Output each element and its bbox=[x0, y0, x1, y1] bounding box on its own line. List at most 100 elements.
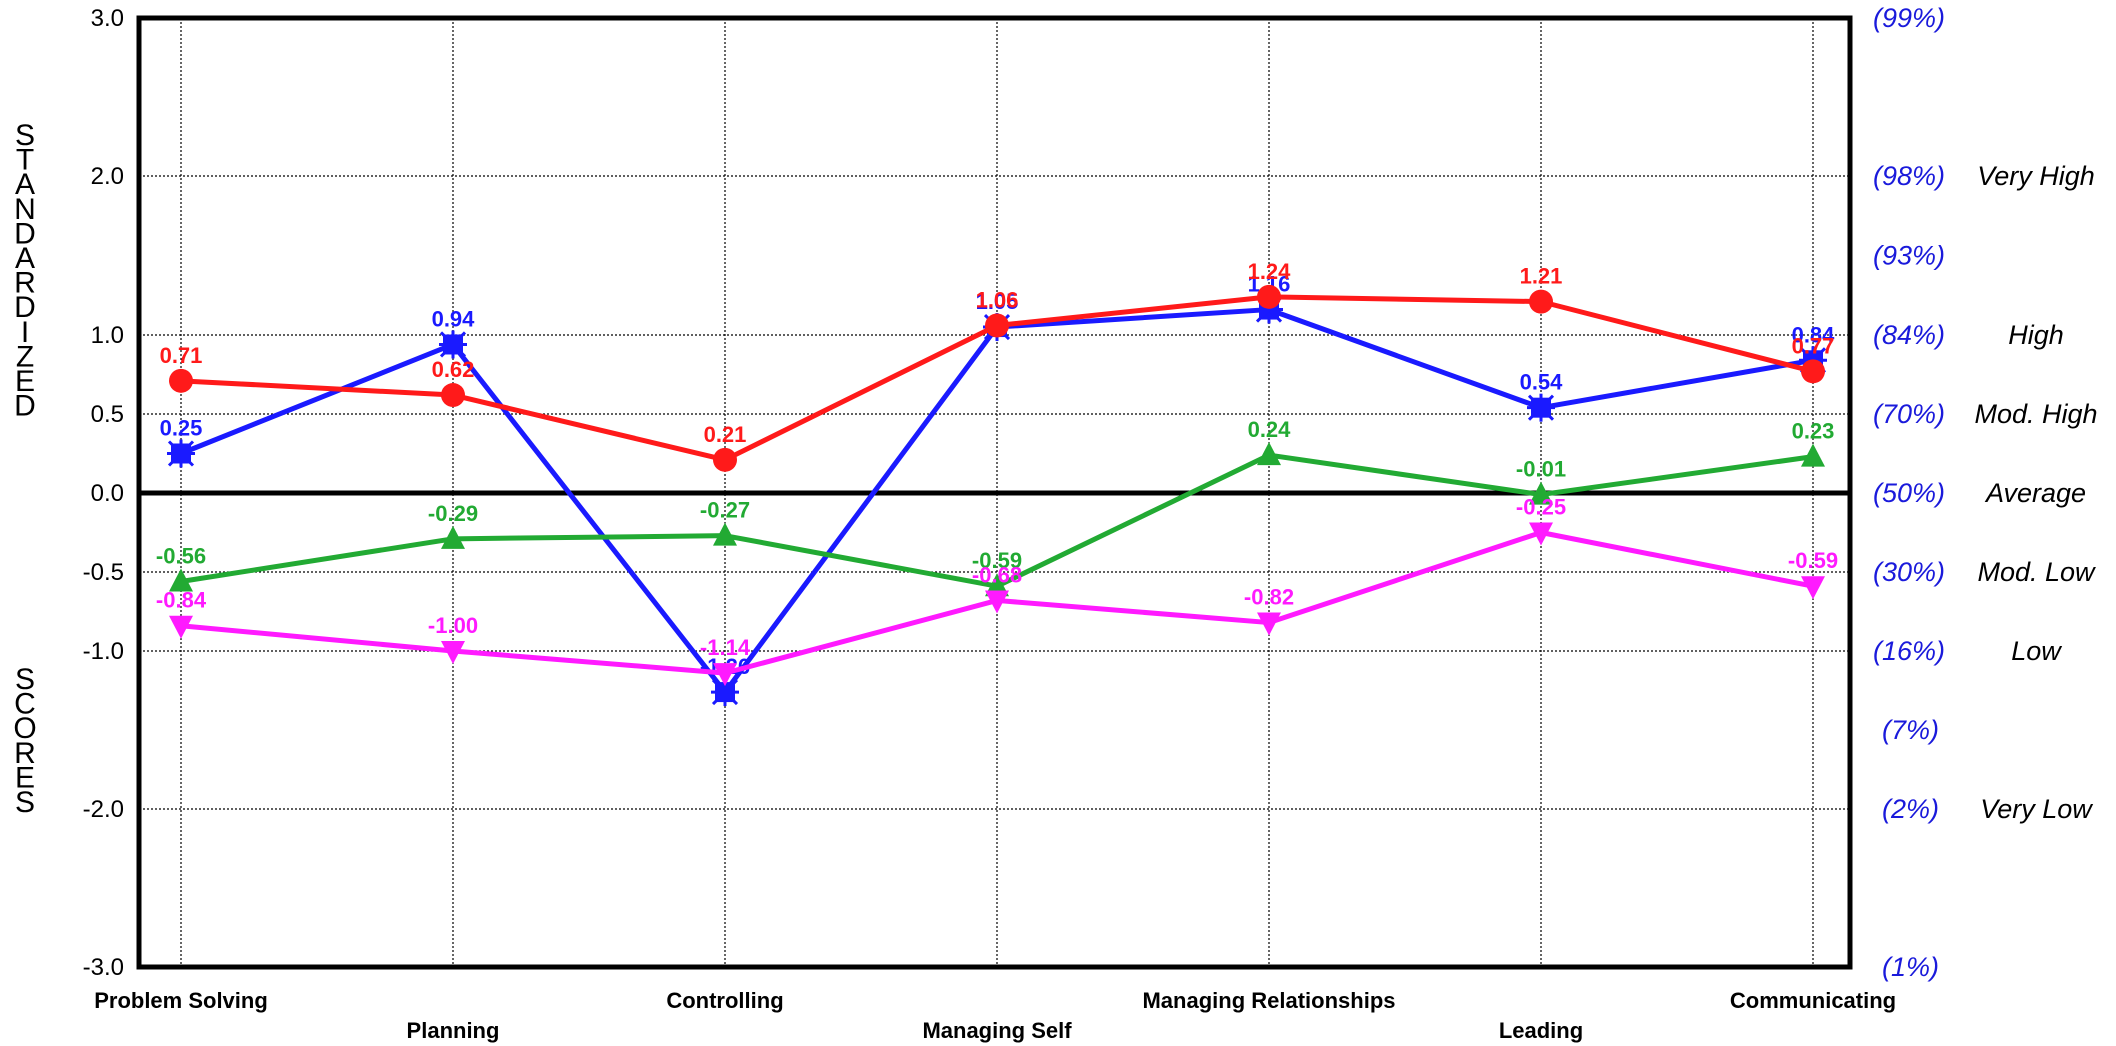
percentile-label: (70%) bbox=[1873, 399, 1945, 429]
y-tick-label: 2.0 bbox=[91, 163, 124, 190]
data-point bbox=[1257, 612, 1281, 636]
data-point bbox=[1801, 576, 1825, 600]
data-label: 0.21 bbox=[704, 422, 747, 447]
marker-spoke bbox=[1527, 394, 1555, 421]
percentile-label: (7%) bbox=[1882, 715, 1939, 745]
data-label: -0.25 bbox=[1516, 495, 1566, 520]
plot-frame bbox=[136, 15, 1853, 970]
right-axis-labels: (99%) (98%) Very High (93%) (84%) High (70%) Mo… bbox=[1873, 3, 2098, 982]
data-point bbox=[441, 525, 465, 549]
y-tick-label: 0.5 bbox=[91, 401, 124, 428]
data-label: 0.23 bbox=[1792, 419, 1835, 444]
data-label: 0.84 bbox=[1792, 322, 1836, 347]
marker-spoke bbox=[439, 331, 467, 358]
data-label: -0.27 bbox=[700, 498, 750, 523]
series-1: 0.71 0.62 0.21 1.06 1.24 1.21 0.77 bbox=[160, 259, 1835, 472]
data-label: -0.59 bbox=[1788, 548, 1838, 573]
y-axis-label-letter: A bbox=[15, 242, 35, 275]
gridlines bbox=[139, 18, 1850, 967]
y-tick-label: 0.0 bbox=[91, 480, 124, 507]
data-label: 1.05 bbox=[976, 289, 1019, 314]
data-label: -0.84 bbox=[156, 588, 207, 613]
band-label: High bbox=[2008, 320, 2064, 350]
band-label: Very High bbox=[1977, 161, 2095, 191]
data-label: -1.00 bbox=[428, 613, 478, 638]
data-point bbox=[1257, 442, 1281, 466]
y-tick-label: -0.5 bbox=[83, 559, 124, 586]
data-label: -0.59 bbox=[972, 548, 1022, 573]
category-label: Problem Solving bbox=[94, 988, 268, 1013]
category-label: Managing Self bbox=[922, 1018, 1072, 1043]
data-label: 0.54 bbox=[1520, 370, 1564, 395]
category-label: Communicating bbox=[1730, 988, 1896, 1013]
band-label: Average bbox=[1984, 478, 2086, 508]
category-label: Controlling bbox=[666, 988, 783, 1013]
marker-spoke bbox=[711, 679, 739, 706]
data-point bbox=[713, 447, 737, 472]
percentile-label: (93%) bbox=[1873, 241, 1945, 271]
y-axis-label-letter: S bbox=[15, 663, 35, 696]
data-point bbox=[1527, 393, 1555, 422]
data-label: -0.68 bbox=[972, 562, 1022, 587]
data-label: -0.82 bbox=[1244, 585, 1294, 610]
data-point bbox=[1529, 289, 1553, 314]
y-axis-label-letter: Z bbox=[16, 340, 34, 373]
percentile-label: (84%) bbox=[1873, 320, 1945, 350]
data-point bbox=[713, 522, 737, 546]
data-point bbox=[169, 568, 193, 592]
percentile-label: (30%) bbox=[1873, 557, 1945, 587]
y-axis-label-letter: R bbox=[14, 737, 36, 770]
y-axis-label-letter: I bbox=[21, 316, 29, 349]
band-label: Low bbox=[2011, 636, 2062, 666]
y-axis-label-letter: E bbox=[15, 761, 35, 794]
y-axis-label-letter: T bbox=[16, 144, 34, 177]
y-axis-label-letter: E bbox=[15, 365, 35, 398]
y-tick-label: -3.0 bbox=[83, 954, 124, 981]
category-label: Leading bbox=[1499, 1018, 1583, 1043]
percentile-label: (99%) bbox=[1873, 3, 1945, 33]
y-axis-label-letter: R bbox=[14, 267, 36, 300]
data-label: -1.14 bbox=[700, 635, 751, 660]
data-label: 0.71 bbox=[160, 343, 203, 368]
y-tick-label: -2.0 bbox=[83, 796, 124, 823]
y-axis-label-letter: D bbox=[14, 291, 36, 324]
y-axis-label-letter: D bbox=[14, 217, 36, 250]
data-point bbox=[985, 313, 1009, 338]
percentile-label: (98%) bbox=[1873, 161, 1945, 191]
data-point bbox=[439, 330, 467, 359]
series-3: -0.84 -1.00 -1.14 -0.68 -0.82 -0.25 -0.59 bbox=[156, 495, 1838, 687]
marker-spoke bbox=[167, 440, 195, 467]
data-label: 1.06 bbox=[976, 287, 1019, 312]
y-axis-label-letter: O bbox=[13, 712, 36, 745]
data-label: -0.56 bbox=[156, 543, 206, 568]
data-point bbox=[713, 663, 737, 687]
percentile-label: (50%) bbox=[1873, 478, 1945, 508]
data-label: 0.77 bbox=[1792, 333, 1835, 358]
data-label: -0.29 bbox=[428, 501, 478, 526]
data-point bbox=[1257, 284, 1281, 309]
data-label: 1.24 bbox=[1248, 259, 1292, 284]
data-point bbox=[441, 641, 465, 664]
y-axis-label-letter: S bbox=[15, 786, 35, 819]
data-point bbox=[169, 368, 193, 393]
data-label: 0.24 bbox=[1248, 417, 1292, 442]
data-point bbox=[1529, 481, 1553, 505]
y-tick-label: -1.0 bbox=[83, 638, 124, 665]
data-point bbox=[1529, 522, 1553, 546]
percentile-label: (1%) bbox=[1882, 952, 1939, 982]
y-axis-label-letter: D bbox=[14, 390, 36, 423]
data-label: 1.21 bbox=[1520, 264, 1563, 289]
data-point bbox=[985, 590, 1009, 614]
data-point bbox=[1801, 443, 1825, 467]
y-axis-label-letter: A bbox=[15, 168, 35, 201]
y-axis-label-letter: S bbox=[15, 119, 35, 152]
percentile-label: (16%) bbox=[1873, 636, 1945, 666]
y-axis-label-letter: C bbox=[14, 688, 36, 721]
category-label: Planning bbox=[407, 1018, 500, 1043]
band-label: Very Low bbox=[1980, 794, 2093, 824]
y-tick-labels: 3.0 2.0 1.0 0.5 0.0 -0.5 -1.0 -2.0 -3.0 bbox=[83, 5, 124, 981]
band-label: Mod. Low bbox=[1977, 557, 2096, 587]
data-point bbox=[441, 383, 465, 408]
